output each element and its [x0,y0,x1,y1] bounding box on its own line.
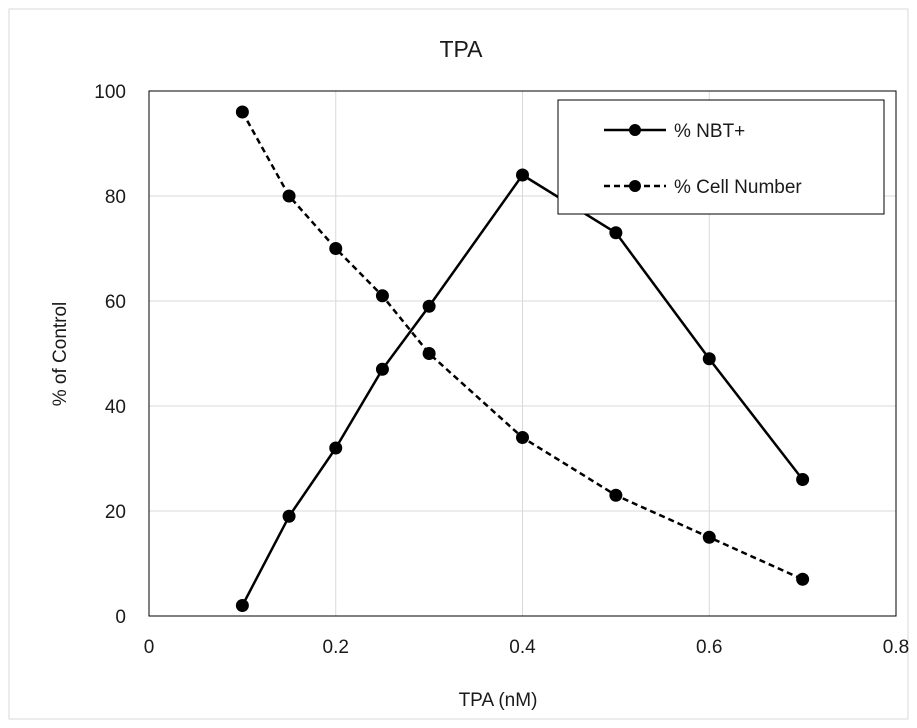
data-point-s0-5 [516,168,529,182]
x-tick-label: 0.2 [323,637,349,658]
legend-marker-cell-number [629,180,641,192]
data-point-s0-3 [375,362,389,376]
data-point-s1-5 [516,431,529,444]
x-axis-title: TPA (nM) [459,690,538,711]
legend: % NBT+ % Cell Number [557,99,885,215]
y-tick-label: 100 [94,82,126,103]
y-tick-label: 20 [105,502,126,523]
y-tick-label: 0 [115,607,126,628]
x-axis-ticks: 0 0.2 0.4 0.6 0.8 [144,637,910,658]
x-tick-label: 0.6 [696,637,722,658]
data-point-s1-0 [235,105,249,119]
y-tick-label: 40 [105,397,126,418]
legend-box [557,99,885,215]
data-point-s0-8 [796,473,810,486]
data-point-s1-2 [329,242,343,255]
chart-title: TPA [439,36,483,62]
data-point-s1-3 [375,289,389,303]
data-point-s1-4 [422,347,436,360]
y-tick-label: 60 [105,292,126,313]
data-point-s1-7 [702,530,716,544]
series-layer [235,105,810,612]
legend-marker-nbt [629,124,641,136]
x-tick-label: 0 [144,637,155,658]
data-point-s0-7 [702,352,716,366]
data-point-s0-0 [235,599,249,612]
y-axis-title: % of Control [50,302,71,407]
data-point-s0-1 [282,509,296,523]
data-point-s1-1 [282,189,296,203]
x-tick-label: 0.8 [883,637,909,658]
series-line-1 [241,111,804,581]
plot-area-frame [148,90,897,617]
y-tick-label: 80 [105,187,126,208]
data-point-s1-6 [609,488,623,502]
data-point-s0-4 [422,299,436,313]
legend-label-nbt: % NBT+ [674,121,745,142]
x-tick-label: 0.4 [509,637,536,658]
data-point-s0-2 [329,441,343,455]
data-point-s1-8 [796,572,810,586]
data-point-s0-6 [609,226,623,240]
legend-label-cell-number: % Cell Number [674,177,802,198]
y-axis-ticks: 0 20 40 60 80 100 [94,82,126,628]
